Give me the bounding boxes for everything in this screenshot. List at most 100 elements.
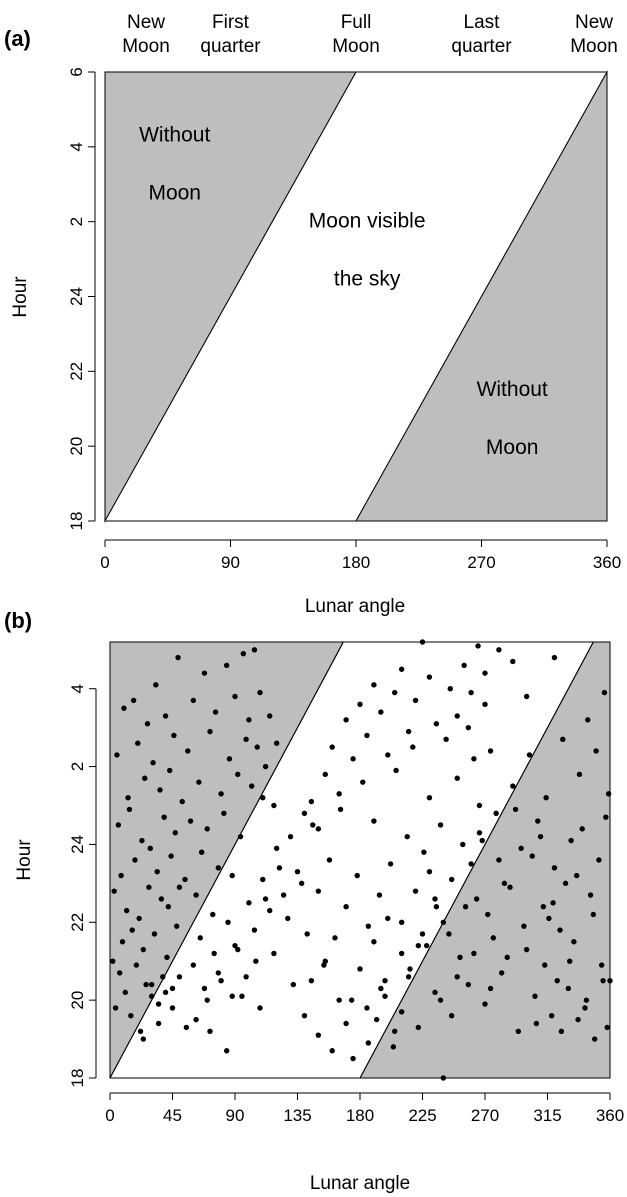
point-170 [393,767,399,774]
point-240 [476,830,483,836]
point-45 [172,830,178,836]
point-276 [446,931,452,937]
point-160 [337,806,344,813]
point-116 [371,682,377,688]
x-axis: 0 90 180 270 360 [100,539,621,572]
point-15 [130,697,137,704]
point-74 [248,783,255,789]
point-224 [490,935,497,941]
point-164 [360,779,366,785]
point-222 [473,896,480,902]
point-247 [535,818,541,824]
point-41 [167,767,173,774]
boundary-left [109,641,344,1079]
point-18 [135,740,141,746]
point-172 [404,833,410,840]
point-144 [235,946,241,953]
phase-label-1-line1: First [212,12,250,33]
region-label-0-line2: Moon [148,182,201,205]
point-237 [598,962,605,968]
point-162 [348,997,355,1003]
phase-label-4-line1: New [575,12,613,33]
point-200 [385,915,391,922]
point-165 [365,923,372,929]
point-104 [287,833,294,840]
point-220 [457,954,463,961]
point-38 [162,713,169,719]
point-79 [262,763,269,770]
point-21 [139,837,145,844]
point-209 [365,1040,372,1046]
point-195 [350,1055,356,1062]
point-44 [171,732,177,739]
x-tick-label-6: 270 [471,1106,499,1125]
point-269 [504,954,510,961]
point-196 [357,966,363,972]
point-184 [471,756,477,762]
point-83 [140,1036,147,1042]
point-155 [310,822,316,828]
point-86 [162,989,169,996]
x-tick-label-8: 360 [596,1106,624,1125]
point-211 [382,993,388,999]
visibility-regions [104,70,608,523]
point-35 [158,896,165,902]
point-270 [496,857,502,863]
y-tick-label-5: 4 [67,142,86,151]
point-194 [343,1020,349,1027]
point-159 [332,935,338,941]
point-145 [243,974,249,980]
phase-label-2-line1: Full [341,12,372,33]
plot-frame [109,641,611,1079]
point-226 [507,884,513,890]
point-263 [554,977,560,984]
point-36 [160,974,166,980]
point-204 [412,888,419,894]
point-113 [350,756,356,762]
point-46 [173,923,180,929]
point-132 [482,670,488,676]
point-268 [512,806,519,813]
y-tick-label-5: 4 [68,684,87,693]
point-78 [260,795,266,801]
point-133 [496,647,502,653]
point-258 [596,857,602,863]
point-214 [407,966,413,972]
point-57 [201,670,208,676]
point-217 [432,989,438,996]
point-29 [150,759,156,766]
point-82 [273,740,280,746]
point-193 [336,997,342,1003]
point-256 [605,791,612,797]
point-225 [498,970,505,976]
y-tick-label-0: 18 [68,1069,87,1088]
point-50 [182,876,188,883]
x-tick-label-2: 90 [226,1106,245,1125]
point-129 [461,662,467,669]
point-230 [540,904,547,910]
point-60 [210,911,216,918]
point-250 [560,736,566,743]
point-205 [419,931,426,937]
point-158 [326,857,333,863]
point-255 [601,689,608,696]
point-243 [501,880,508,887]
point-92 [204,997,210,1003]
point-218 [440,919,447,925]
point-251 [568,837,574,844]
x-tick-label-3: 270 [467,553,495,572]
scatter-points [110,639,613,1081]
point-238 [604,1024,610,1031]
point-87 [169,1005,176,1011]
point-94 [218,977,224,984]
point-5 [117,970,123,976]
point-232 [557,927,563,933]
phase-label-1-line2: quarter [200,36,261,57]
point-272 [479,837,485,844]
point-93 [211,950,217,957]
point-69 [235,771,241,778]
point-259 [587,892,594,898]
point-63 [218,791,224,797]
